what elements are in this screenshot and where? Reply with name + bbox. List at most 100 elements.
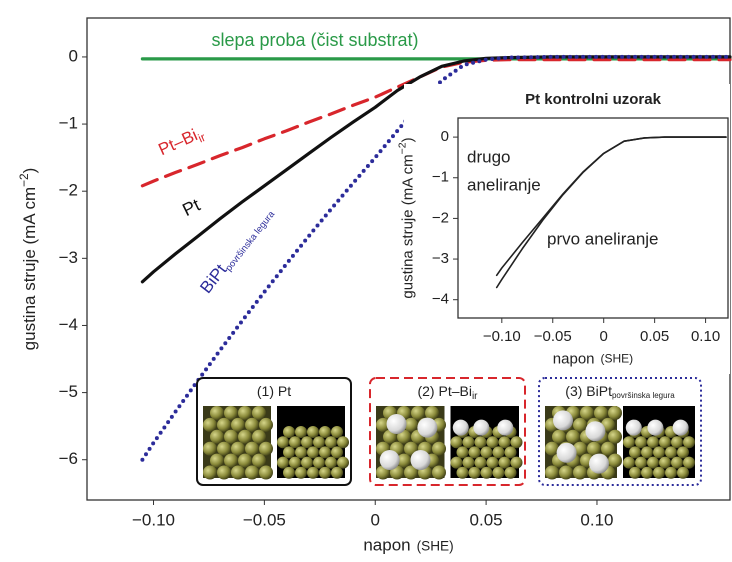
- y-tick-label: 0: [441, 128, 449, 145]
- x-axis-label-unit: (SHE): [601, 352, 634, 366]
- pt-atom: [573, 417, 587, 432]
- pt-atom: [283, 466, 295, 479]
- pt-atom: [203, 441, 217, 456]
- series-label-text: Pt–Bi: [156, 126, 201, 160]
- bi-atom: [417, 417, 438, 438]
- y-tick-label: −5: [59, 382, 78, 401]
- pt-atom: [210, 453, 224, 468]
- pt-atom: [307, 466, 319, 479]
- bi-atom: [410, 450, 431, 470]
- pt-atom: [608, 429, 622, 444]
- x-tick-label: −0.05: [243, 510, 286, 529]
- pt-atom: [295, 426, 307, 438]
- pt-atom: [566, 429, 580, 444]
- y-tick-label: −1: [432, 169, 449, 186]
- y-axis-label-end: ): [399, 137, 416, 142]
- series-label: slepa proba (čist substrat): [211, 30, 418, 50]
- pt-atom: [259, 465, 273, 480]
- data-line: [140, 55, 732, 284]
- pt-atom: [545, 465, 559, 480]
- pt-atom: [319, 426, 331, 438]
- bi-atom: [647, 419, 664, 436]
- pt-atom: [231, 465, 245, 480]
- pt-atom: [462, 456, 475, 469]
- pt-atom: [277, 456, 289, 469]
- series-label: prvo aneliranje: [547, 229, 659, 248]
- pt-atom: [231, 441, 245, 456]
- pt-atom: [480, 466, 493, 479]
- y-axis-label-end: ): [20, 168, 39, 174]
- pt-atom: [289, 436, 301, 449]
- pt-atom: [510, 456, 523, 469]
- pt-atom: [238, 453, 252, 468]
- bi-atom: [625, 419, 642, 436]
- pt-atom: [238, 406, 252, 420]
- pt-atom: [331, 426, 343, 438]
- series-label: Pt: [179, 194, 203, 219]
- y-tick-label: −1: [59, 114, 78, 133]
- y-tick-label: −2: [59, 181, 78, 200]
- x-tick-label: 0: [371, 510, 380, 529]
- pt-atom: [252, 429, 266, 444]
- pt-atom: [474, 456, 487, 469]
- pt-atom: [319, 446, 331, 459]
- pt-atom: [283, 426, 295, 438]
- x-tick-label: 0.10: [691, 328, 720, 345]
- pt-atom: [450, 456, 463, 469]
- series-label: BiPtpovršinska legura: [197, 203, 278, 298]
- series-label-text: Pt: [179, 194, 203, 219]
- pt-atom: [283, 446, 295, 459]
- y-tick-label: −3: [432, 250, 449, 267]
- y-tick-label: −4: [59, 315, 78, 334]
- pt-atom: [319, 466, 331, 479]
- pt-atom: [432, 441, 446, 456]
- pt-atom: [671, 456, 683, 469]
- pt-atom: [671, 436, 683, 449]
- pt-atom: [492, 466, 505, 479]
- pt-atom: [325, 456, 337, 469]
- pt-atom: [224, 453, 238, 468]
- panel-label-sub: površinska legura: [612, 391, 675, 400]
- pt-atom: [301, 456, 313, 469]
- pt-atom: [397, 453, 411, 468]
- pt-atom: [629, 466, 641, 479]
- pt-atom: [635, 456, 647, 469]
- pt-atom: [277, 436, 289, 449]
- pt-atom: [635, 436, 647, 449]
- pt-atom: [404, 417, 418, 432]
- pt-atom: [245, 417, 259, 432]
- bi-atom: [553, 410, 573, 431]
- y-tick-label: −3: [59, 248, 78, 267]
- pt-atom: [325, 436, 337, 449]
- bi-atom: [589, 453, 609, 474]
- y-axis-label: gustina struje (mA cm−2): [396, 137, 416, 298]
- pt-atom: [587, 441, 601, 456]
- pt-atom: [647, 456, 659, 469]
- pt-atom: [313, 436, 325, 449]
- pt-atom: [224, 406, 238, 420]
- y-axis-label-sup: −2: [396, 142, 408, 154]
- y-tick-label: −6: [59, 449, 78, 468]
- pt-atom: [301, 436, 313, 449]
- pt-atom: [432, 465, 446, 480]
- pt-atom: [307, 446, 319, 459]
- y-axis-label-text: gustina struje (mA cm: [399, 154, 416, 298]
- pt-atom: [641, 466, 653, 479]
- pt-atom: [653, 446, 665, 459]
- panel-label: (1) Pt: [257, 383, 291, 399]
- pt-atom: [559, 465, 573, 480]
- x-axis-label: napon (SHE): [363, 536, 453, 555]
- panel-label-text: (3) BiPt: [565, 383, 612, 399]
- pt-atom: [289, 456, 301, 469]
- x-axis-label: napon (SHE): [553, 350, 633, 367]
- y-tick-label: 0: [69, 46, 78, 65]
- pt-atom: [659, 456, 671, 469]
- pt-atom: [647, 436, 659, 449]
- bi-atom: [386, 414, 407, 434]
- panel-label: (3) BiPtpovršinska legura: [565, 383, 675, 400]
- pt-atom: [331, 446, 343, 459]
- pt-atom: [295, 466, 307, 479]
- pt-atom: [231, 417, 245, 432]
- pt-atom: [659, 436, 671, 449]
- pt-atom: [397, 429, 411, 444]
